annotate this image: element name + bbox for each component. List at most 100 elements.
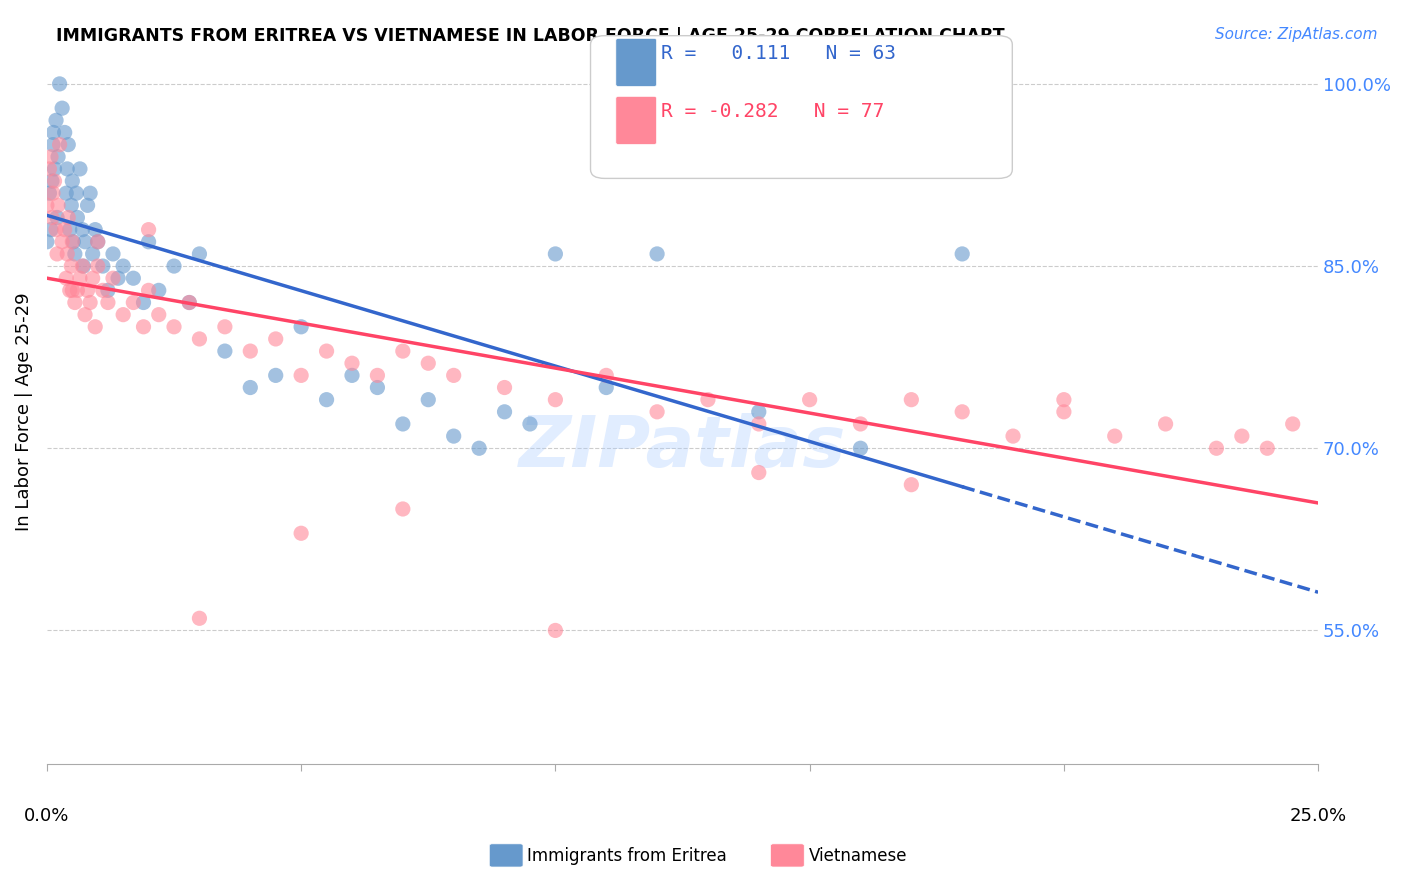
Vietnamese (39, 150, 62, 164)
Vietnamese (69, 271, 91, 285)
Immigrants from Eritrea (51, 101, 73, 115)
Immigrants from Eritrea (45, 113, 67, 128)
Immigrants from Eritrea (38, 186, 60, 201)
Vietnamese (1104, 429, 1126, 443)
Vietnamese (799, 392, 821, 407)
Immigrants from Eritrea (239, 380, 262, 394)
Vietnamese (53, 222, 76, 236)
Vietnamese (392, 502, 415, 516)
Vietnamese (1230, 429, 1253, 443)
Vietnamese (42, 186, 65, 201)
Text: IMMIGRANTS FROM ERITREA VS VIETNAMESE IN LABOR FORCE | AGE 25-29 CORRELATION CHA: IMMIGRANTS FROM ERITREA VS VIETNAMESE IN… (56, 27, 1005, 45)
Vietnamese (214, 319, 236, 334)
Immigrants from Eritrea (443, 429, 465, 443)
Vietnamese (56, 247, 79, 261)
Immigrants from Eritrea (72, 259, 94, 273)
Vietnamese (950, 405, 973, 419)
Immigrants from Eritrea (72, 222, 94, 236)
Immigrants from Eritrea (340, 368, 363, 383)
Immigrants from Eritrea (39, 222, 62, 236)
Immigrants from Eritrea (645, 247, 668, 261)
Immigrants from Eritrea (950, 247, 973, 261)
Vietnamese (494, 380, 516, 394)
Immigrants from Eritrea (59, 222, 82, 236)
Immigrants from Eritrea (107, 271, 129, 285)
Vietnamese (849, 417, 872, 431)
Vietnamese (418, 356, 440, 370)
Immigrants from Eritrea (55, 186, 77, 201)
Immigrants from Eritrea (748, 405, 770, 419)
Immigrants from Eritrea (519, 417, 541, 431)
Immigrants from Eritrea (112, 259, 135, 273)
Vietnamese (1256, 442, 1278, 456)
Vietnamese (290, 368, 312, 383)
Immigrants from Eritrea (468, 442, 491, 456)
Immigrants from Eritrea (41, 174, 63, 188)
Immigrants from Eritrea (76, 198, 98, 212)
Immigrants from Eritrea (290, 319, 312, 334)
Immigrants from Eritrea (44, 161, 66, 176)
Vietnamese (748, 466, 770, 480)
Vietnamese (1002, 429, 1025, 443)
Immigrants from Eritrea (69, 161, 91, 176)
Y-axis label: In Labor Force | Age 25-29: In Labor Force | Age 25-29 (15, 293, 32, 531)
Immigrants from Eritrea (366, 380, 388, 394)
Vietnamese (392, 344, 415, 359)
Vietnamese (41, 211, 63, 225)
Vietnamese (138, 284, 160, 298)
Immigrants from Eritrea (544, 247, 567, 261)
Vietnamese (748, 417, 770, 431)
Vietnamese (1053, 392, 1076, 407)
Vietnamese (44, 174, 66, 188)
Vietnamese (51, 235, 73, 249)
Immigrants from Eritrea (42, 137, 65, 152)
Immigrants from Eritrea (53, 126, 76, 140)
Vietnamese (1205, 442, 1227, 456)
Immigrants from Eritrea (122, 271, 145, 285)
Immigrants from Eritrea (73, 235, 96, 249)
Text: Immigrants from Eritrea: Immigrants from Eritrea (527, 847, 727, 865)
Immigrants from Eritrea (79, 186, 101, 201)
Vietnamese (188, 611, 211, 625)
Immigrants from Eritrea (595, 380, 617, 394)
Vietnamese (35, 198, 58, 212)
Vietnamese (1053, 405, 1076, 419)
Vietnamese (79, 295, 101, 310)
Vietnamese (544, 624, 567, 638)
Immigrants from Eritrea (91, 259, 114, 273)
Vietnamese (87, 259, 110, 273)
Immigrants from Eritrea (60, 174, 83, 188)
Vietnamese (544, 392, 567, 407)
Immigrants from Eritrea (418, 392, 440, 407)
Vietnamese (138, 222, 160, 236)
Immigrants from Eritrea (392, 417, 415, 431)
Vietnamese (76, 284, 98, 298)
Immigrants from Eritrea (35, 235, 58, 249)
Immigrants from Eritrea (65, 186, 87, 201)
Vietnamese (82, 271, 104, 285)
Immigrants from Eritrea (62, 235, 84, 249)
Vietnamese (122, 295, 145, 310)
Immigrants from Eritrea (56, 161, 79, 176)
Vietnamese (188, 332, 211, 346)
Immigrants from Eritrea (58, 137, 80, 152)
Immigrants from Eritrea (138, 235, 160, 249)
Immigrants from Eritrea (163, 259, 186, 273)
Immigrants from Eritrea (66, 211, 89, 225)
Vietnamese (84, 319, 107, 334)
Immigrants from Eritrea (179, 295, 201, 310)
Vietnamese (163, 319, 186, 334)
Vietnamese (1281, 417, 1303, 431)
Vietnamese (595, 368, 617, 383)
Vietnamese (59, 284, 82, 298)
Immigrants from Eritrea (84, 222, 107, 236)
Immigrants from Eritrea (82, 247, 104, 261)
Vietnamese (66, 284, 89, 298)
Vietnamese (97, 295, 120, 310)
Immigrants from Eritrea (132, 295, 155, 310)
Vietnamese (46, 247, 69, 261)
Vietnamese (179, 295, 201, 310)
Vietnamese (101, 271, 124, 285)
Immigrants from Eritrea (101, 247, 124, 261)
Immigrants from Eritrea (46, 211, 69, 225)
